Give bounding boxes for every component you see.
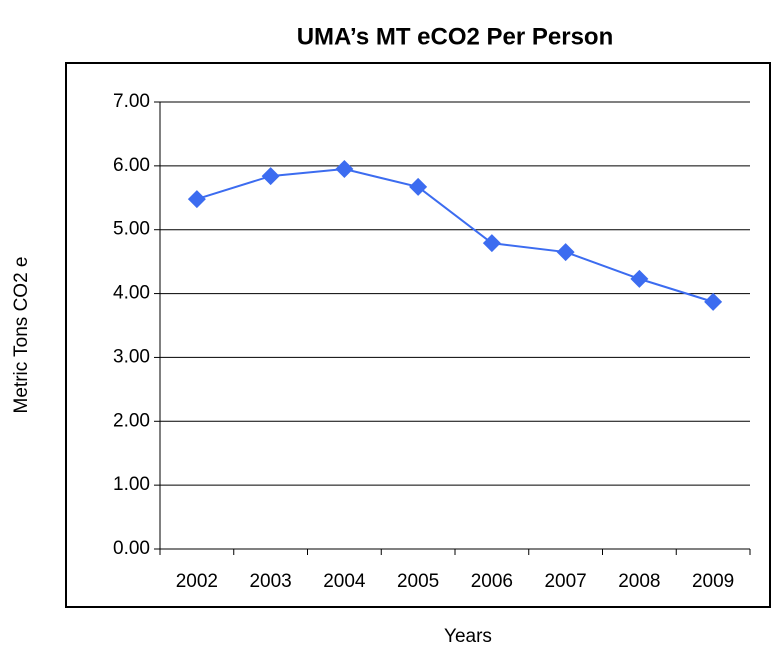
y-tick-label: 3.00 [113,346,150,367]
y-tick-label: 0.00 [113,538,150,559]
data-point [409,177,428,196]
y-axis-title: Metric Tons CO2 e [11,257,32,414]
x-axis-title: Years [444,626,492,647]
data-point [187,190,206,209]
data-point [482,234,501,253]
chart-frame [65,62,771,608]
x-tick-label: 2004 [323,571,366,592]
data-point [704,292,723,311]
x-tick-label: 2003 [249,571,291,592]
y-tick-label: 1.00 [113,474,150,495]
series-line [196,168,714,303]
data-point [261,167,280,186]
data-point [335,160,354,179]
y-tick-label: 4.00 [113,283,150,304]
chart-title: UMA’s MT eCO2 Per Person [297,23,614,50]
x-tick-label: 2005 [397,571,439,592]
x-tick-label: 2002 [176,571,218,592]
data-point [556,243,575,262]
data-point [630,269,649,288]
y-tick-label: 5.00 [113,219,150,240]
y-tick-label: 7.00 [113,91,150,112]
x-tick-label: 2009 [692,571,734,592]
y-tick-label: 2.00 [113,410,150,431]
y-tick-label: 6.00 [113,155,150,176]
x-tick-label: 2006 [471,571,513,592]
x-tick-label: 2007 [544,571,586,592]
x-tick-label: 2008 [618,571,660,592]
